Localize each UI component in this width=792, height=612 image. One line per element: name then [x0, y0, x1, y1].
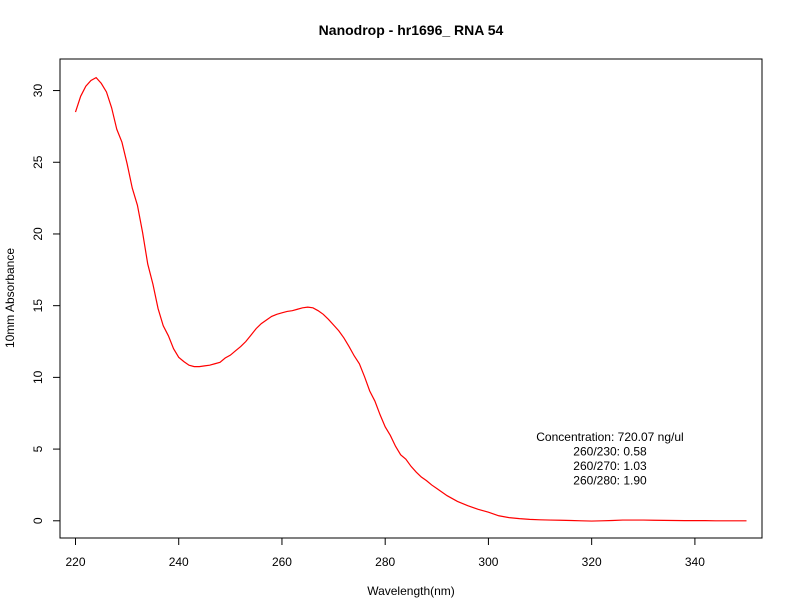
- y-tick-label: 20: [31, 227, 45, 241]
- y-tick-label: 25: [31, 155, 45, 169]
- y-tick-label: 0: [31, 517, 45, 524]
- annotation-line: 260/280: 1.90: [573, 474, 647, 488]
- x-tick-label: 240: [169, 555, 189, 569]
- absorbance-line: [74, 76, 747, 522]
- x-tick-label: 320: [582, 555, 602, 569]
- x-axis-label: Wavelength(nm): [367, 584, 455, 598]
- annotation-line: 260/230: 0.58: [573, 445, 647, 459]
- y-tick-label: 15: [31, 299, 45, 313]
- series-group: [74, 76, 747, 522]
- y-tick-label: 5: [31, 445, 45, 452]
- x-tick-label: 260: [272, 555, 292, 569]
- x-tick-label: 280: [375, 555, 395, 569]
- x-tick-label: 220: [65, 555, 85, 569]
- x-tick-label: 340: [685, 555, 705, 569]
- chart-title: Nanodrop - hr1696_ RNA 54: [319, 22, 504, 38]
- y-tick-label: 30: [31, 84, 45, 98]
- annotation-line: 260/270: 1.03: [573, 459, 647, 473]
- y-axis-label: 10mm Absorbance: [3, 248, 17, 348]
- x-tick-label: 300: [478, 555, 498, 569]
- y-axis: 0 5 10 15 20 25 30: [31, 84, 60, 524]
- plot-frame: [59, 58, 763, 539]
- y-tick-label: 10: [31, 370, 45, 384]
- annotation-line: Concentration: 720.07 ng/ul: [536, 430, 683, 444]
- x-axis: 220 240 260 280 300 320 340: [65, 538, 705, 569]
